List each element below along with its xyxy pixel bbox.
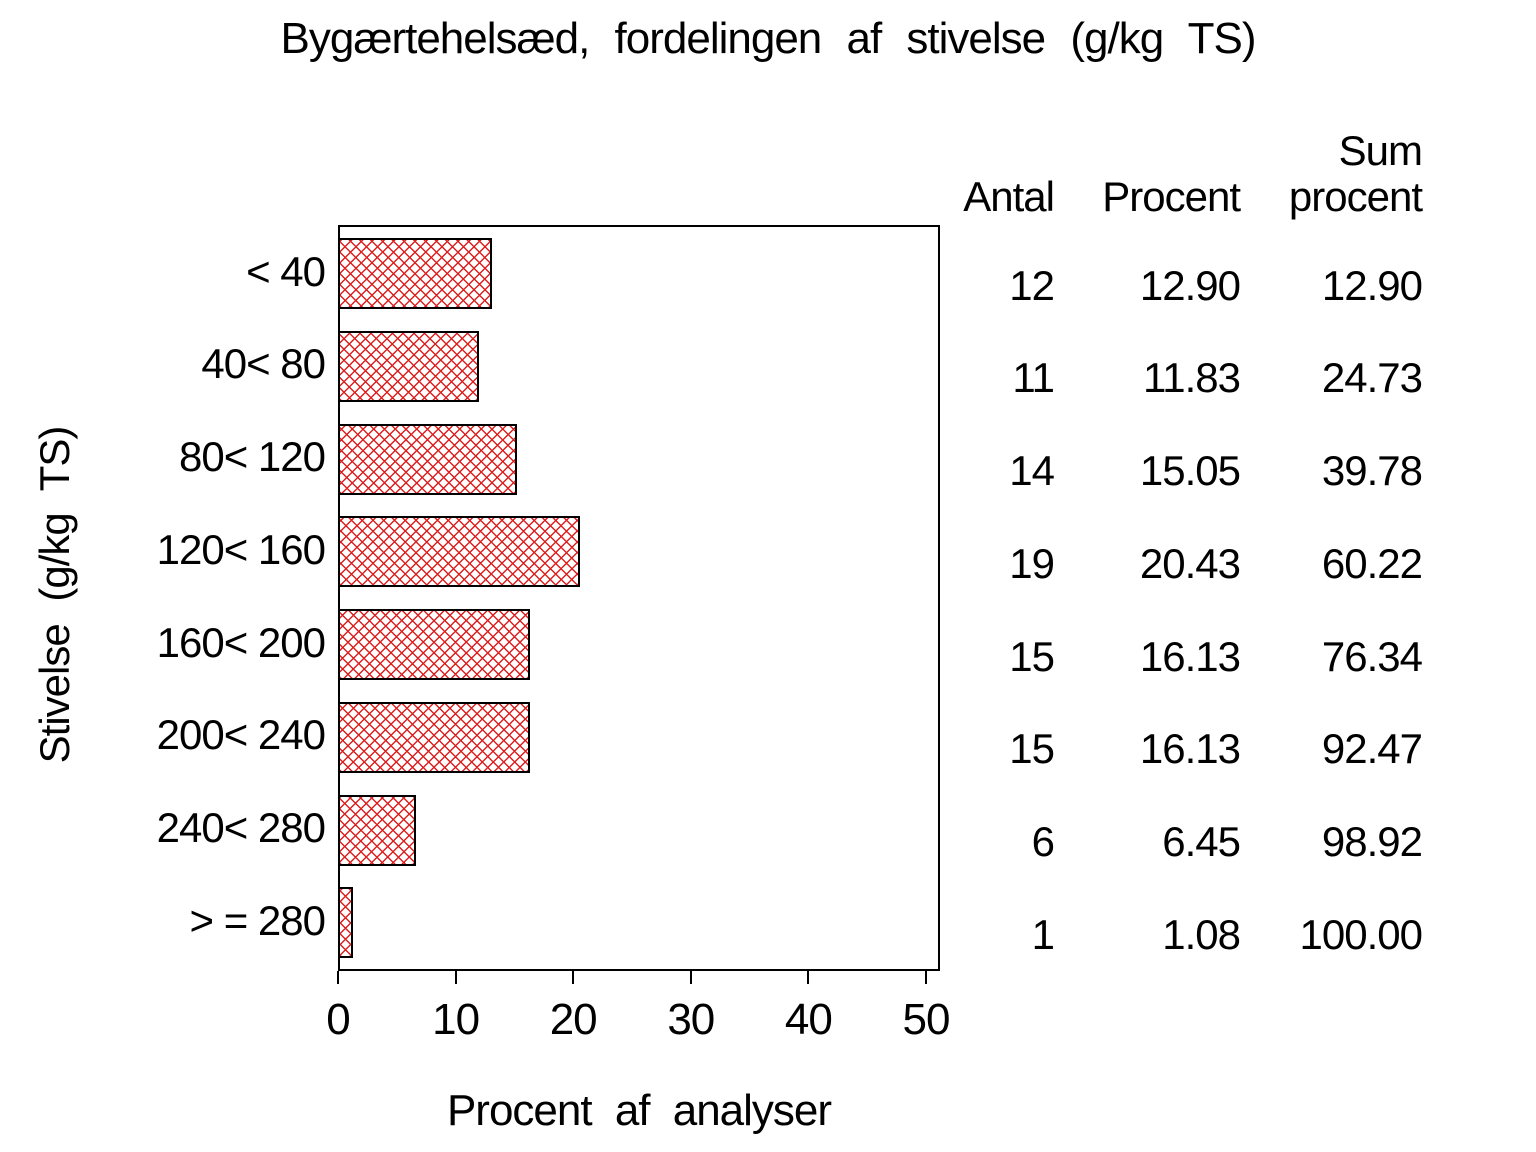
- table-cell-procent: 20.43: [1139, 539, 1241, 587]
- table-cell-sum: 76.34: [1321, 632, 1423, 680]
- x-tick-label: 40: [784, 995, 833, 1044]
- table-header-antal: Antal: [963, 173, 1055, 220]
- table-row: 6 6.45 98.92: [950, 796, 1423, 889]
- x-tick-mark: [689, 971, 692, 984]
- table-row: 15 16.13 76.34: [950, 610, 1423, 703]
- table-header: Antal Procent Sum procent: [950, 126, 1423, 220]
- table-cell-sum: 98.92: [1321, 818, 1423, 865]
- table-row: 12 12.90 12.90: [950, 239, 1423, 332]
- table-cell-antal: 1: [1031, 910, 1055, 958]
- table-header-sum-line2: procent: [1288, 173, 1423, 220]
- table-cell-antal: 12: [1009, 261, 1055, 309]
- table-cell-sum: 92.47: [1321, 725, 1423, 773]
- category-label: 160< 200: [156, 618, 326, 666]
- category-label: < 40: [246, 247, 326, 295]
- table-row: 15 16.13 92.47: [950, 703, 1423, 796]
- table-row: 19 20.43 60.22: [950, 517, 1423, 610]
- table-cell-procent: 12.90: [1139, 261, 1241, 309]
- table-cell-sum: 39.78: [1321, 447, 1423, 494]
- table-header-procent: Procent: [1102, 173, 1241, 220]
- table-header-sum-procent: Sum procent: [1240, 127, 1423, 220]
- bar: [338, 609, 530, 680]
- table-cell-antal: 19: [1009, 539, 1055, 587]
- x-tick-mark: [454, 971, 457, 984]
- bar: [338, 887, 353, 959]
- x-tick-label: 50: [902, 995, 951, 1044]
- table-row: 1 1.08 100.00: [950, 888, 1423, 981]
- table-cell-antal: 15: [1009, 725, 1055, 773]
- category-label: > = 280: [189, 896, 326, 944]
- table-cell-antal: 6: [1031, 818, 1055, 865]
- x-axis-label: Procent af analyser: [446, 1086, 832, 1135]
- bar: [338, 794, 416, 866]
- table-header-sum-line1: Sum: [1338, 127, 1423, 174]
- category-label: 120< 160: [156, 525, 326, 573]
- table-cell-sum: 100.00: [1299, 910, 1423, 958]
- bar: [338, 516, 581, 588]
- plot-area: [338, 225, 940, 971]
- x-tick-label: 20: [549, 995, 598, 1044]
- table-cell-procent: 1.08: [1162, 910, 1241, 958]
- category-label: 40< 80: [201, 340, 326, 388]
- category-label: 80< 120: [179, 433, 326, 480]
- table-cell-sum: 12.90: [1321, 261, 1423, 309]
- chart-title: Bygærtehelsæd, fordelingen af stivelse (…: [280, 14, 1257, 63]
- bar: [338, 701, 530, 773]
- x-tick-label: 30: [667, 995, 715, 1044]
- category-label: 240< 280: [156, 804, 326, 851]
- x-tick-label: 10: [432, 995, 480, 1044]
- table-cell-procent: 11.83: [1143, 354, 1241, 402]
- table-row: 14 15.05 39.78: [950, 425, 1423, 518]
- table-cell-antal: 11: [1012, 354, 1055, 402]
- table-row: 11 11.83 24.73: [950, 332, 1423, 425]
- x-tick-mark: [925, 971, 927, 984]
- table-cell-sum: 60.22: [1321, 539, 1423, 587]
- table-cell-antal: 14: [1009, 447, 1055, 494]
- bar: [338, 330, 480, 402]
- table-cell-procent: 16.13: [1139, 632, 1241, 680]
- x-tick-mark: [807, 971, 810, 984]
- table-cell-procent: 15.05: [1139, 447, 1241, 494]
- x-tick-label: 0: [326, 995, 351, 1044]
- table-cell-procent: 16.13: [1139, 725, 1241, 773]
- x-tick-mark: [572, 971, 575, 984]
- bar: [338, 423, 517, 495]
- table-cell-antal: 15: [1009, 632, 1055, 680]
- x-tick-mark: [337, 971, 339, 984]
- table-cell-sum: 24.73: [1321, 354, 1423, 402]
- bar: [338, 238, 492, 309]
- y-axis-label: Stivelse (g/kg TS): [31, 426, 78, 764]
- table-cell-procent: 6.45: [1162, 818, 1241, 865]
- category-label: 200< 240: [156, 711, 326, 759]
